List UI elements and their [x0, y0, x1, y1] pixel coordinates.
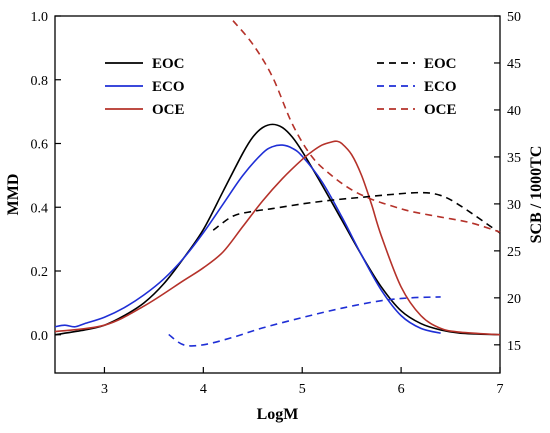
plot-frame	[54, 15, 501, 374]
y-left-tick-label: 0.8	[31, 74, 49, 89]
x-tick-label: 3	[101, 382, 108, 397]
y-left-tick-label: 0.4	[31, 201, 49, 216]
y-right-tick-label: 15	[507, 339, 521, 354]
legend-label-eoc: EOC	[152, 56, 185, 72]
plot-area	[54, 15, 501, 374]
y-right-tick-label: 25	[507, 245, 521, 260]
y-left-tick-label: 0.0	[31, 329, 49, 344]
series-line-eco-mmd	[54, 144, 441, 334]
series-layer	[54, 20, 501, 347]
y-left-tick-label: 0.2	[31, 265, 49, 280]
legend-label-eco: ECO	[424, 79, 457, 95]
x-tick-label: 4	[200, 382, 207, 397]
legend-label-oce: OCE	[424, 102, 457, 118]
x-tick-label: 5	[299, 382, 306, 397]
y-right-axis-title: SCB / 1000TC	[528, 146, 545, 244]
series-line-eoc-scb	[212, 191, 501, 234]
y-left-tick-label: 0.6	[31, 138, 49, 153]
x-tick-label: 7	[497, 382, 504, 397]
y-left-axis-title: MMD	[5, 174, 22, 216]
legend-label-eoc: EOC	[424, 56, 457, 72]
y-right-tick-label: 50	[507, 10, 521, 25]
series-line-oce-mmd	[54, 140, 501, 336]
legend-right: EOC ECO OCE	[377, 56, 457, 118]
legend-label-oce: OCE	[152, 102, 185, 118]
x-tick-label: 6	[398, 382, 405, 397]
series-line-eoc-mmd	[54, 123, 501, 336]
series-line-oce-scb	[232, 20, 501, 233]
x-axis-title: LogM	[257, 406, 299, 423]
y-right-tick-label: 45	[507, 57, 521, 72]
y-right-tick-label: 30	[507, 198, 521, 213]
y-right-tick-label: 20	[507, 292, 521, 307]
y-right-tick-label: 35	[507, 151, 521, 166]
legend-left: EOC ECO OCE	[105, 56, 185, 118]
legend-label-eco: ECO	[152, 79, 185, 95]
series-line-eco-scb	[168, 296, 441, 347]
y-left-tick-label: 1.0	[31, 10, 49, 25]
y-right-tick-label: 40	[507, 104, 521, 119]
